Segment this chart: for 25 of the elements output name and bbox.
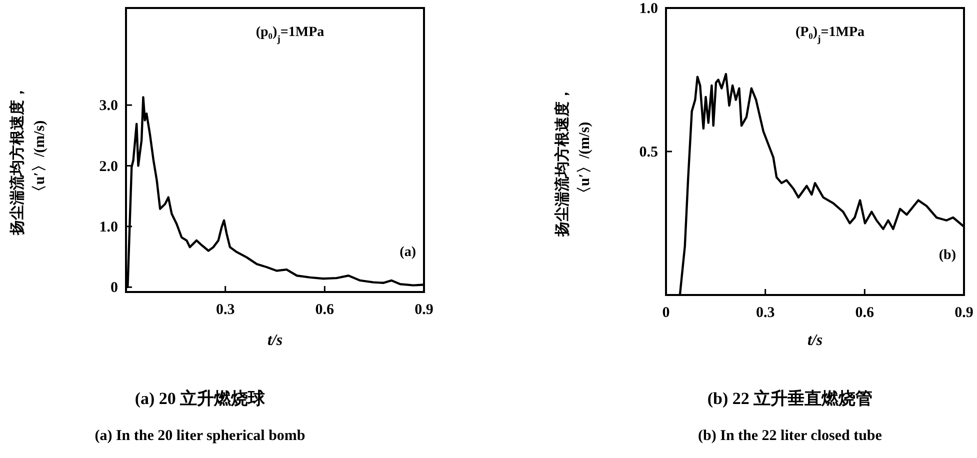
y-tick-label: 2.0 [99,158,118,175]
y-tick-label: 0 [110,280,118,296]
x-tick-label: 0.6 [855,305,875,321]
text: (a) In the 20 liter spherical bomb [94,428,306,444]
annotation: (a) [400,245,416,260]
x-axis-title: t/s [267,332,283,349]
annotation: (b) [938,248,956,263]
text: (b) 22 立升垂直燃烧管 [707,389,873,408]
x-axis-title: t/s [807,332,823,349]
y-tick-label: 1.0 [639,1,658,17]
x-tick-label: 0.9 [954,305,974,321]
text: (a) 20 立升燃烧球 [134,389,266,408]
y-tick-label: 0.5 [639,144,658,160]
x-tick-label: 0.3 [756,305,775,321]
text: (b) In the 22 liter closed tube [698,428,882,444]
y-tick-label: 3.0 [99,98,118,114]
y-tick-label: 1.0 [99,219,118,236]
x-tick-label: 0.3 [216,302,235,318]
x-tick-label: 0 [662,305,670,321]
y-axis-title: 扬尘湍流均方根速度，〈u′〉/(m/s) [8,85,48,236]
annotation: (P₀)$_{j}$=1MPa [795,25,865,44]
x-tick-label: 0.9 [414,302,434,318]
annotation: (p₀)$_{j}$=1MPa [256,25,324,44]
x-tick-label: 0.6 [315,302,335,318]
y-axis-title: 扬尘湍流均方根速度，〈u′〉/(m/s) [553,86,593,238]
